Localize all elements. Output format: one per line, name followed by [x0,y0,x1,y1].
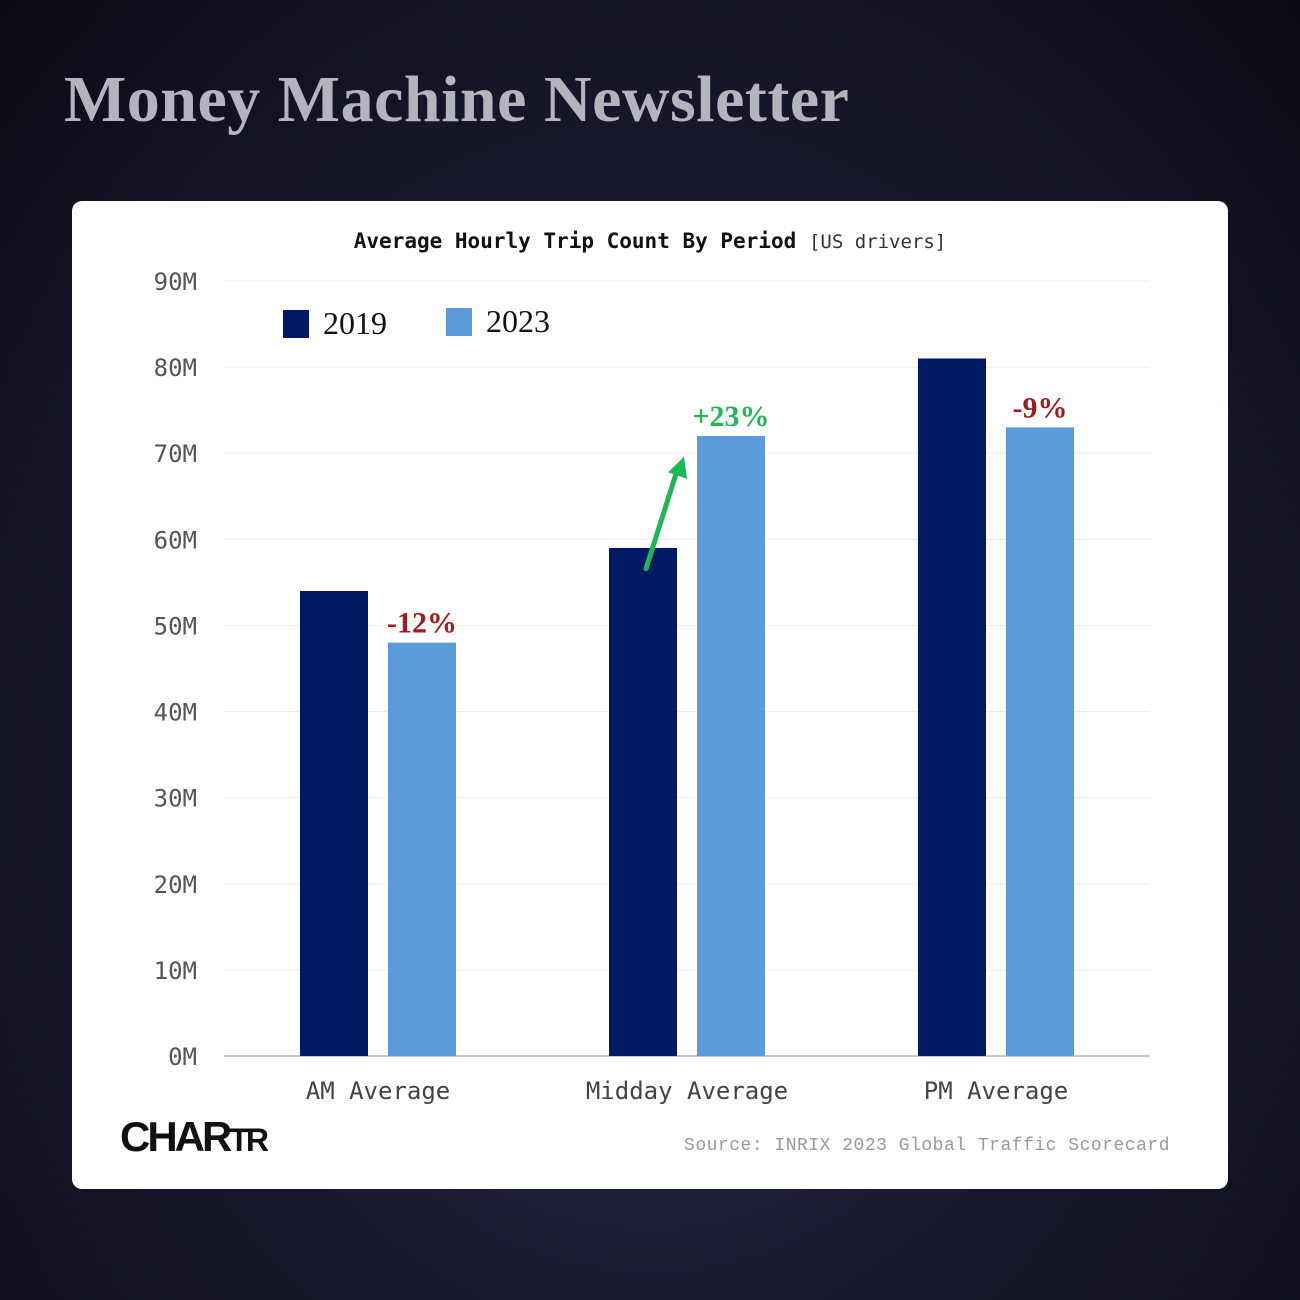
annotation-label: -9% [1013,391,1068,424]
y-tick-label: 20M [154,871,197,899]
legend-item-2023: 2023 [446,303,550,340]
legend-label-2023: 2023 [486,303,550,339]
bar-2023-2 [1006,427,1074,1056]
legend-label-2019: 2019 [323,305,387,341]
bar-2019-0 [300,591,368,1056]
chart-title: Average Hourly Trip Count By Period [US … [72,229,1228,253]
bar-2023-1 [697,436,765,1056]
bar-2019-1 [609,547,677,1056]
y-tick-label: 70M [154,440,197,468]
source-note: Source: INRIX 2023 Global Traffic Scorec… [684,1136,1170,1156]
x-tick-label: Midday Average [586,1077,788,1105]
y-tick-label: 10M [154,957,197,985]
x-tick-label: PM Average [924,1077,1069,1105]
y-tick-label: 80M [154,354,197,382]
legend-item-2019: 2019 [283,305,387,342]
y-tick-label: 0M [168,1043,197,1071]
y-tick-label: 50M [154,612,197,640]
y-tick-label: 30M [154,785,197,813]
bar-chart: 0M 10M 20M 30M 40M 50M 60M 70M 80M 90M AM Average M… [154,268,1150,1105]
annotation-label: +23% [692,400,769,433]
legend-swatch-2019 [283,309,309,338]
y-tick-label: 90M [154,268,197,296]
bar-2023-0 [388,642,456,1056]
chart-card: Average Hourly Trip Count By Period [US … [72,201,1228,1189]
growth-arrow-shaft [643,465,681,572]
bar-2019-2 [918,358,986,1056]
y-tick-label: 60M [154,526,197,554]
y-tick-label: 40M [154,699,197,727]
growth-arrow-head [668,456,688,479]
legend-swatch-2023 [446,307,472,336]
chart-subtitle: [US drivers] [808,231,947,253]
annotation-label: -12% [387,607,457,640]
chartr-logo: CHARTR [120,1113,269,1161]
newsletter-title: Money Machine Newsletter [64,63,850,136]
chartr-logo-text: CHARTR [120,1113,269,1160]
chart-title-main: Average Hourly Trip Count By Period [353,229,797,253]
x-tick-label: AM Average [306,1077,451,1105]
